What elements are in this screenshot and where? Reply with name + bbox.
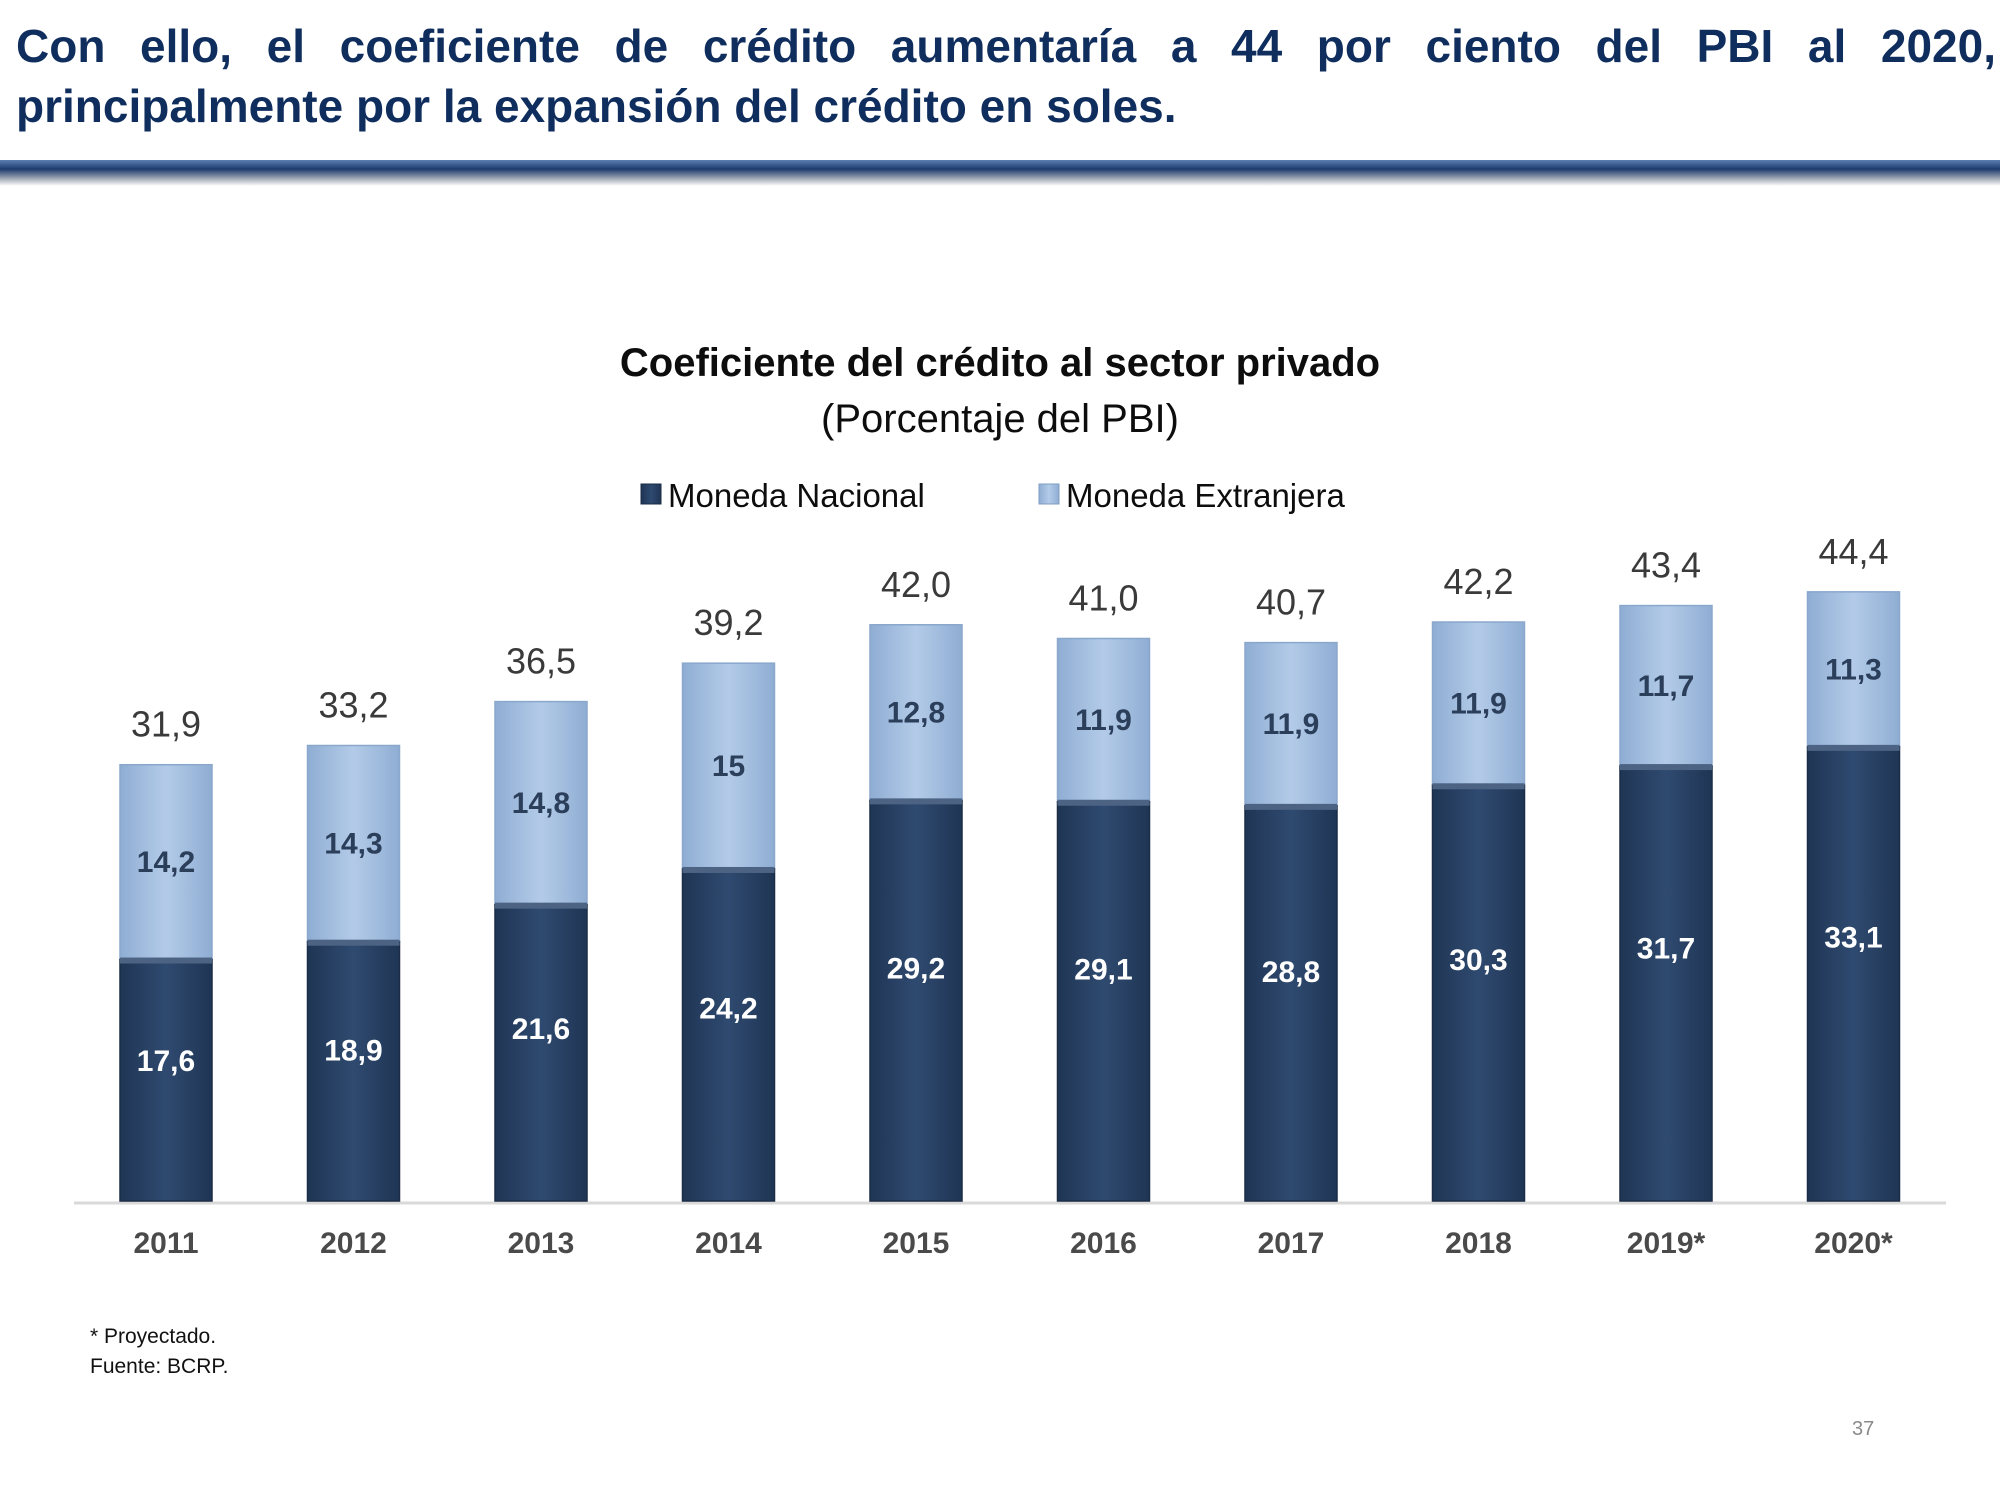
legend-label-moneda-extranjera: Moneda Extranjera [1066,477,1345,514]
value-label-moneda-nacional-2012: 18,9 [324,1035,382,1068]
bar-seam-2013 [495,902,587,909]
value-label-moneda-nacional-2020: 33,1 [1824,922,1882,955]
bar-moneda-extranjera-2011 [119,763,213,961]
legend-swatch-moneda-nacional [640,483,662,505]
bar-moneda-nacional-2011 [119,958,213,1202]
bar-seam-2016 [1057,799,1150,806]
total-label-2011: 31,9 [131,704,201,745]
value-label-moneda-nacional-2017: 28,8 [1262,956,1320,989]
header-divider [0,160,2000,186]
total-label-2019: 43,4 [1631,545,1701,586]
x-tick-label-2017: 2017 [1258,1227,1325,1260]
value-label-moneda-nacional-2011: 17,6 [137,1045,195,1078]
value-label-moneda-nacional-2018: 30,3 [1449,944,1507,977]
bar-seam-2020 [1807,744,1900,751]
bar-moneda-nacional-2017 [1244,805,1338,1202]
legend-label-moneda-nacional: Moneda Nacional [668,477,925,514]
value-label-moneda-nacional-2019: 31,7 [1637,933,1695,966]
value-label-moneda-extranjera-2015: 12,8 [887,697,945,730]
legend-swatch-moneda-extranjera [1038,483,1060,505]
footnote-source: Fuente: BCRP. [90,1355,229,1378]
bar-moneda-extranjera-2015 [869,624,963,802]
x-tick-label-2014: 2014 [695,1227,762,1260]
value-label-moneda-extranjera-2011: 14,2 [137,846,195,879]
value-label-moneda-nacional-2015: 29,2 [887,953,945,986]
total-label-2020: 44,4 [1818,531,1888,572]
chart-title: Coeficiente del crédito al sector privad… [620,341,1380,385]
bar-moneda-nacional-2013 [494,903,588,1202]
chart-subtitle: (Porcentaje del PBI) [821,397,1179,441]
bar-moneda-nacional-2020 [1806,746,1901,1202]
total-label-2012: 33,2 [318,684,388,725]
x-tick-label-2015: 2015 [883,1227,950,1260]
page-number: 37 [1852,1418,1875,1440]
footnote-projected: * Proyectado. [90,1325,217,1348]
x-tick-label-2012: 2012 [320,1227,387,1260]
value-label-moneda-extranjera-2012: 14,3 [324,828,382,861]
value-label-moneda-extranjera-2020: 11,3 [1825,653,1882,686]
x-tick-label-2018: 2018 [1445,1227,1512,1260]
total-label-2018: 42,2 [1443,561,1513,602]
total-label-2015: 42,0 [881,564,951,605]
value-label-moneda-extranjera-2014: 15 [712,750,745,783]
x-tick-label-2016: 2016 [1070,1227,1137,1260]
value-label-moneda-extranjera-2017: 11,9 [1263,708,1320,741]
bar-moneda-extranjera-2012 [306,744,401,943]
bar-moneda-nacional-2016 [1056,800,1151,1202]
bar-moneda-extranjera-2016 [1056,637,1151,803]
slide-headline: Con ello, el coeficiente de crédito aume… [16,20,1996,132]
total-label-2017: 40,7 [1256,582,1326,623]
total-label-2016: 41,0 [1068,577,1138,618]
bar-seam-2011 [120,957,212,964]
total-label-2014: 39,2 [693,602,763,643]
bar-seam-2014 [682,866,775,873]
bar-moneda-nacional-2018 [1431,784,1526,1202]
bar-moneda-nacional-2015 [869,799,963,1202]
bar-seam-2018 [1432,783,1525,790]
bar-moneda-nacional-2012 [306,940,401,1202]
value-label-moneda-extranjera-2018: 11,9 [1450,688,1507,721]
value-label-moneda-nacional-2016: 29,1 [1074,953,1132,986]
value-label-moneda-extranjera-2016: 11,9 [1075,704,1132,737]
bar-seam-2012 [307,939,400,946]
bars: 17,6 14,2 31,9 2011 18,9 14,3 33,2 2012 21,6 14,8… [119,531,1901,1260]
footnotes: * Proyectado. Fuente: BCRP. [90,1322,229,1382]
bar-seam-2019 [1620,764,1712,771]
value-label-moneda-nacional-2013: 21,6 [512,1013,570,1046]
value-label-moneda-nacional-2014: 24,2 [699,992,757,1025]
bar-seam-2015 [870,798,962,805]
bar-moneda-extranjera-2019 [1619,604,1713,767]
bar-moneda-extranjera-2018 [1431,621,1526,787]
x-tick-label-2019: 2019* [1627,1227,1706,1260]
x-tick-label-2013: 2013 [508,1227,575,1260]
x-tick-label-2020: 2020* [1814,1227,1893,1260]
bar-seam-2017 [1245,803,1337,810]
total-label-2013: 36,5 [506,641,576,682]
bar-moneda-nacional-2019 [1619,765,1713,1202]
bar-moneda-nacional-2014 [681,868,776,1202]
value-label-moneda-extranjera-2013: 14,8 [512,787,570,820]
bar-moneda-extranjera-2014 [681,662,776,870]
bar-moneda-extranjera-2020 [1806,591,1901,748]
x-tick-label-2011: 2011 [133,1227,198,1260]
value-label-moneda-extranjera-2019: 11,7 [1638,670,1695,703]
legend: Moneda Nacional Moneda Extranjera [640,477,1345,514]
bar-moneda-extranjera-2017 [1244,641,1338,807]
